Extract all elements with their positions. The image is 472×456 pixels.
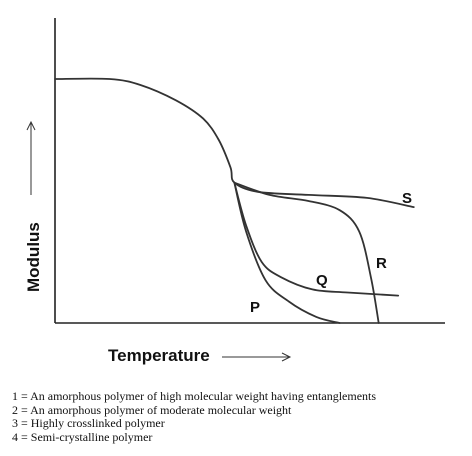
curve-q [233,181,400,297]
curve-s [54,77,415,208]
legend-entry-4: 4 = Semi-crystalline polymer [12,429,153,444]
legend: 1 = An amorphous polymer of high molecul… [12,389,467,444]
curve-p [233,181,341,324]
x-axis-title: Temperature [108,346,210,365]
curve-label-q: Q [316,272,328,289]
legend-entry-3: 3 = Highly crosslinked polymer [12,416,165,430]
y-axis-title: Modulus [24,222,43,292]
legend-entry-1: 1 = An amorphous polymer of high molecul… [12,389,377,403]
curves-group [54,77,415,324]
y-axis-arrow [26,120,36,195]
curve-label-s: S [402,190,412,207]
curve-labels-group: S R Q P [250,190,412,316]
legend-entry-2: 2 = An amorphous polymer of moderate mol… [12,402,292,417]
curve-label-p: P [250,299,260,316]
modulus-temperature-chart: Modulus Temperature S R Q P [24,18,445,365]
curve-r [233,181,380,324]
curve-label-r: R [376,255,387,272]
x-axis-arrow [222,352,292,362]
